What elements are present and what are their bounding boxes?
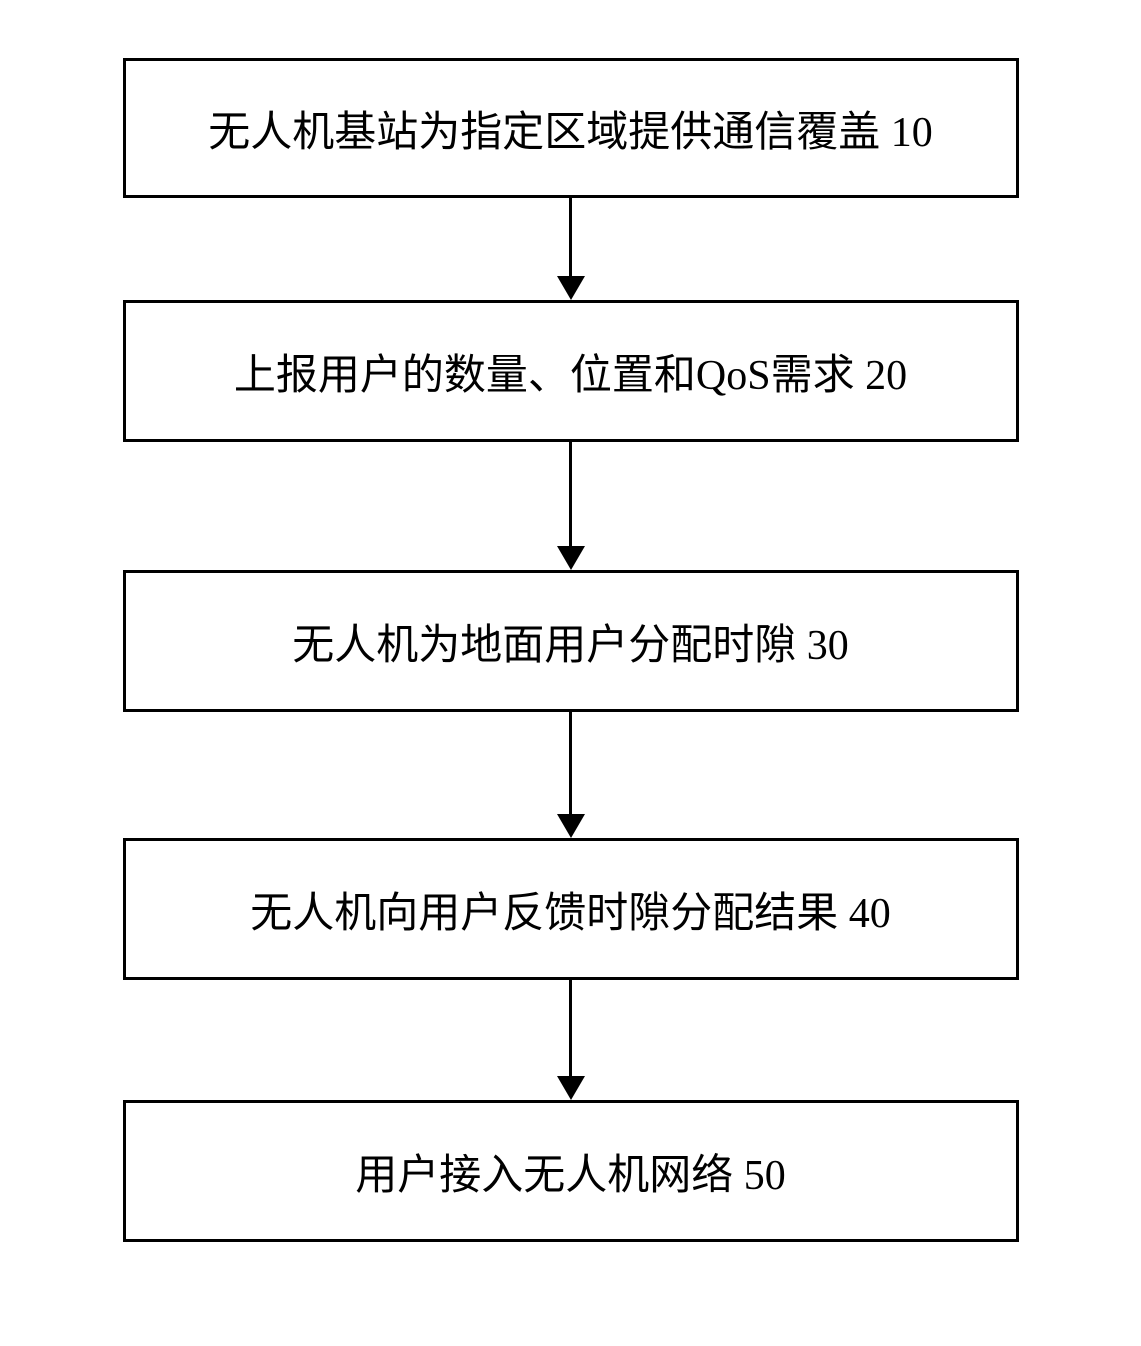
arrow-line	[569, 980, 572, 1076]
arrow-line	[569, 442, 572, 546]
flow-node-50: 用户接入无人机网络 50	[123, 1100, 1019, 1242]
flow-node-20: 上报用户的数量、位置和QoS需求 20	[123, 300, 1019, 442]
flow-arrow-1	[557, 198, 585, 300]
flow-node-30: 无人机为地面用户分配时隙 30	[123, 570, 1019, 712]
arrow-head-icon	[557, 814, 585, 838]
arrow-head-icon	[557, 276, 585, 300]
flow-node-label: 无人机向用户反馈时隙分配结果 40	[250, 879, 891, 940]
flowchart-container: 无人机基站为指定区域提供通信覆盖 10 上报用户的数量、位置和QoS需求 20 …	[123, 58, 1019, 1242]
arrow-head-icon	[557, 546, 585, 570]
arrow-line	[569, 712, 572, 814]
flow-node-label: 用户接入无人机网络 50	[355, 1141, 786, 1202]
flow-node-label: 无人机基站为指定区域提供通信覆盖 10	[208, 98, 933, 159]
flow-node-40: 无人机向用户反馈时隙分配结果 40	[123, 838, 1019, 980]
arrow-line	[569, 198, 572, 276]
flow-node-label: 无人机为地面用户分配时隙 30	[292, 611, 849, 672]
flow-node-10: 无人机基站为指定区域提供通信覆盖 10	[123, 58, 1019, 198]
flow-arrow-4	[557, 980, 585, 1100]
arrow-head-icon	[557, 1076, 585, 1100]
flow-arrow-2	[557, 442, 585, 570]
flow-arrow-3	[557, 712, 585, 838]
flow-node-label: 上报用户的数量、位置和QoS需求 20	[234, 341, 907, 402]
